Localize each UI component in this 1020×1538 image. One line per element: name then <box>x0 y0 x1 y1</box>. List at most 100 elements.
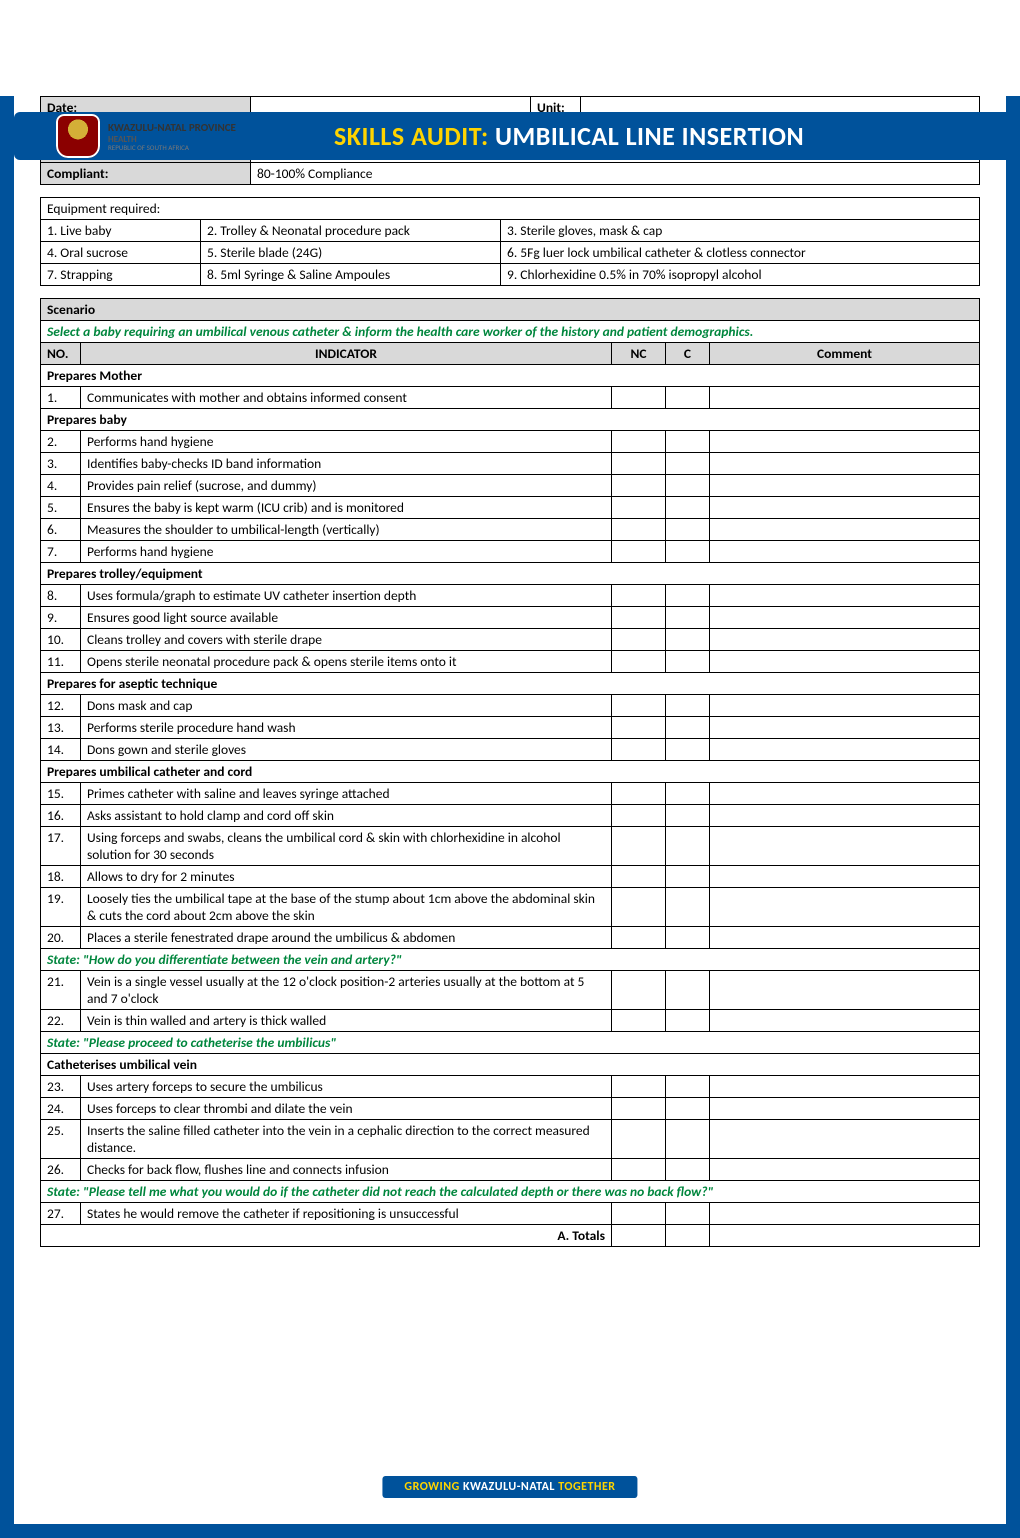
cell-nc[interactable] <box>612 1010 666 1032</box>
cell-comment[interactable] <box>710 888 980 927</box>
cell-nc[interactable] <box>612 827 666 866</box>
cell-nc[interactable] <box>612 651 666 673</box>
cell-comment[interactable] <box>710 387 980 409</box>
indicator-row: 6.Measures the shoulder to umbilical-len… <box>41 519 980 541</box>
cell-c[interactable] <box>666 717 710 739</box>
cell-nc[interactable] <box>612 739 666 761</box>
cell-c[interactable] <box>666 651 710 673</box>
cell-nc[interactable] <box>612 585 666 607</box>
cell-comment[interactable] <box>710 1076 980 1098</box>
cell-nc[interactable] <box>612 629 666 651</box>
totals-c[interactable] <box>666 1225 710 1247</box>
cell-nc[interactable] <box>612 971 666 1010</box>
cell-c[interactable] <box>666 1203 710 1225</box>
indicator-text: Asks assistant to hold clamp and cord of… <box>81 805 612 827</box>
cell-c[interactable] <box>666 607 710 629</box>
cell-c[interactable] <box>666 1159 710 1181</box>
cell-comment[interactable] <box>710 1010 980 1032</box>
cell-c[interactable] <box>666 927 710 949</box>
indicator-text: Uses formula/graph to estimate UV cathet… <box>81 585 612 607</box>
cell-c[interactable] <box>666 629 710 651</box>
cell-comment[interactable] <box>710 783 980 805</box>
equipment-cell: 8. 5ml Syringe & Saline Ampoules <box>201 264 501 286</box>
cell-c[interactable] <box>666 387 710 409</box>
totals-nc[interactable] <box>612 1225 666 1247</box>
totals-comment[interactable] <box>710 1225 980 1247</box>
indicator-row: 16.Asks assistant to hold clamp and cord… <box>41 805 980 827</box>
cell-nc[interactable] <box>612 497 666 519</box>
cell-nc[interactable] <box>612 1120 666 1159</box>
cell-comment[interactable] <box>710 541 980 563</box>
cell-comment[interactable] <box>710 971 980 1010</box>
cell-comment[interactable] <box>710 1159 980 1181</box>
cell-comment[interactable] <box>710 651 980 673</box>
cell-comment[interactable] <box>710 607 980 629</box>
cell-comment[interactable] <box>710 805 980 827</box>
indicator-no: 20. <box>41 927 81 949</box>
cell-comment[interactable] <box>710 1098 980 1120</box>
cell-nc[interactable] <box>612 607 666 629</box>
cell-c[interactable] <box>666 866 710 888</box>
indicator-text: Opens sterile neonatal procedure pack & … <box>81 651 612 673</box>
cell-comment[interactable] <box>710 585 980 607</box>
cell-comment[interactable] <box>710 927 980 949</box>
cell-c[interactable] <box>666 1010 710 1032</box>
cell-comment[interactable] <box>710 475 980 497</box>
cell-nc[interactable] <box>612 783 666 805</box>
cell-nc[interactable] <box>612 1203 666 1225</box>
indicator-text: Checks for back flow, flushes line and c… <box>81 1159 612 1181</box>
cell-comment[interactable] <box>710 827 980 866</box>
cell-c[interactable] <box>666 1098 710 1120</box>
cell-nc[interactable] <box>612 1076 666 1098</box>
cell-c[interactable] <box>666 739 710 761</box>
cell-nc[interactable] <box>612 453 666 475</box>
cell-c[interactable] <box>666 541 710 563</box>
cell-c[interactable] <box>666 695 710 717</box>
indicator-text: States he would remove the catheter if r… <box>81 1203 612 1225</box>
cell-c[interactable] <box>666 1120 710 1159</box>
cell-nc[interactable] <box>612 431 666 453</box>
cell-c[interactable] <box>666 585 710 607</box>
cell-nc[interactable] <box>612 387 666 409</box>
indicator-text: Vein is a single vessel usually at the 1… <box>81 971 612 1010</box>
indicator-row: 19.Loosely ties the umbilical tape at th… <box>41 888 980 927</box>
indicator-text: Using forceps and swabs, cleans the umbi… <box>81 827 612 866</box>
cell-nc[interactable] <box>612 866 666 888</box>
cell-nc[interactable] <box>612 519 666 541</box>
cell-comment[interactable] <box>710 1203 980 1225</box>
cell-c[interactable] <box>666 805 710 827</box>
cell-c[interactable] <box>666 497 710 519</box>
cell-nc[interactable] <box>612 695 666 717</box>
cell-comment[interactable] <box>710 739 980 761</box>
cell-comment[interactable] <box>710 717 980 739</box>
cell-comment[interactable] <box>710 695 980 717</box>
indicator-text: Measures the shoulder to umbilical-lengt… <box>81 519 612 541</box>
indicator-text: Provides pain relief (sucrose, and dummy… <box>81 475 612 497</box>
cell-nc[interactable] <box>612 805 666 827</box>
cell-comment[interactable] <box>710 866 980 888</box>
cell-c[interactable] <box>666 971 710 1010</box>
cell-nc[interactable] <box>612 717 666 739</box>
cell-c[interactable] <box>666 1076 710 1098</box>
cell-c[interactable] <box>666 431 710 453</box>
cell-nc[interactable] <box>612 1159 666 1181</box>
cell-nc[interactable] <box>612 541 666 563</box>
cell-comment[interactable] <box>710 497 980 519</box>
cell-c[interactable] <box>666 519 710 541</box>
cell-c[interactable] <box>666 888 710 927</box>
cell-nc[interactable] <box>612 927 666 949</box>
cell-comment[interactable] <box>710 453 980 475</box>
cell-nc[interactable] <box>612 475 666 497</box>
cell-comment[interactable] <box>710 431 980 453</box>
totals-label: A. Totals <box>41 1225 612 1247</box>
cell-c[interactable] <box>666 453 710 475</box>
cell-comment[interactable] <box>710 629 980 651</box>
cell-c[interactable] <box>666 475 710 497</box>
cell-c[interactable] <box>666 783 710 805</box>
cell-nc[interactable] <box>612 888 666 927</box>
cell-comment[interactable] <box>710 519 980 541</box>
cell-c[interactable] <box>666 827 710 866</box>
equipment-title: Equipment required: <box>41 198 980 220</box>
cell-comment[interactable] <box>710 1120 980 1159</box>
cell-nc[interactable] <box>612 1098 666 1120</box>
